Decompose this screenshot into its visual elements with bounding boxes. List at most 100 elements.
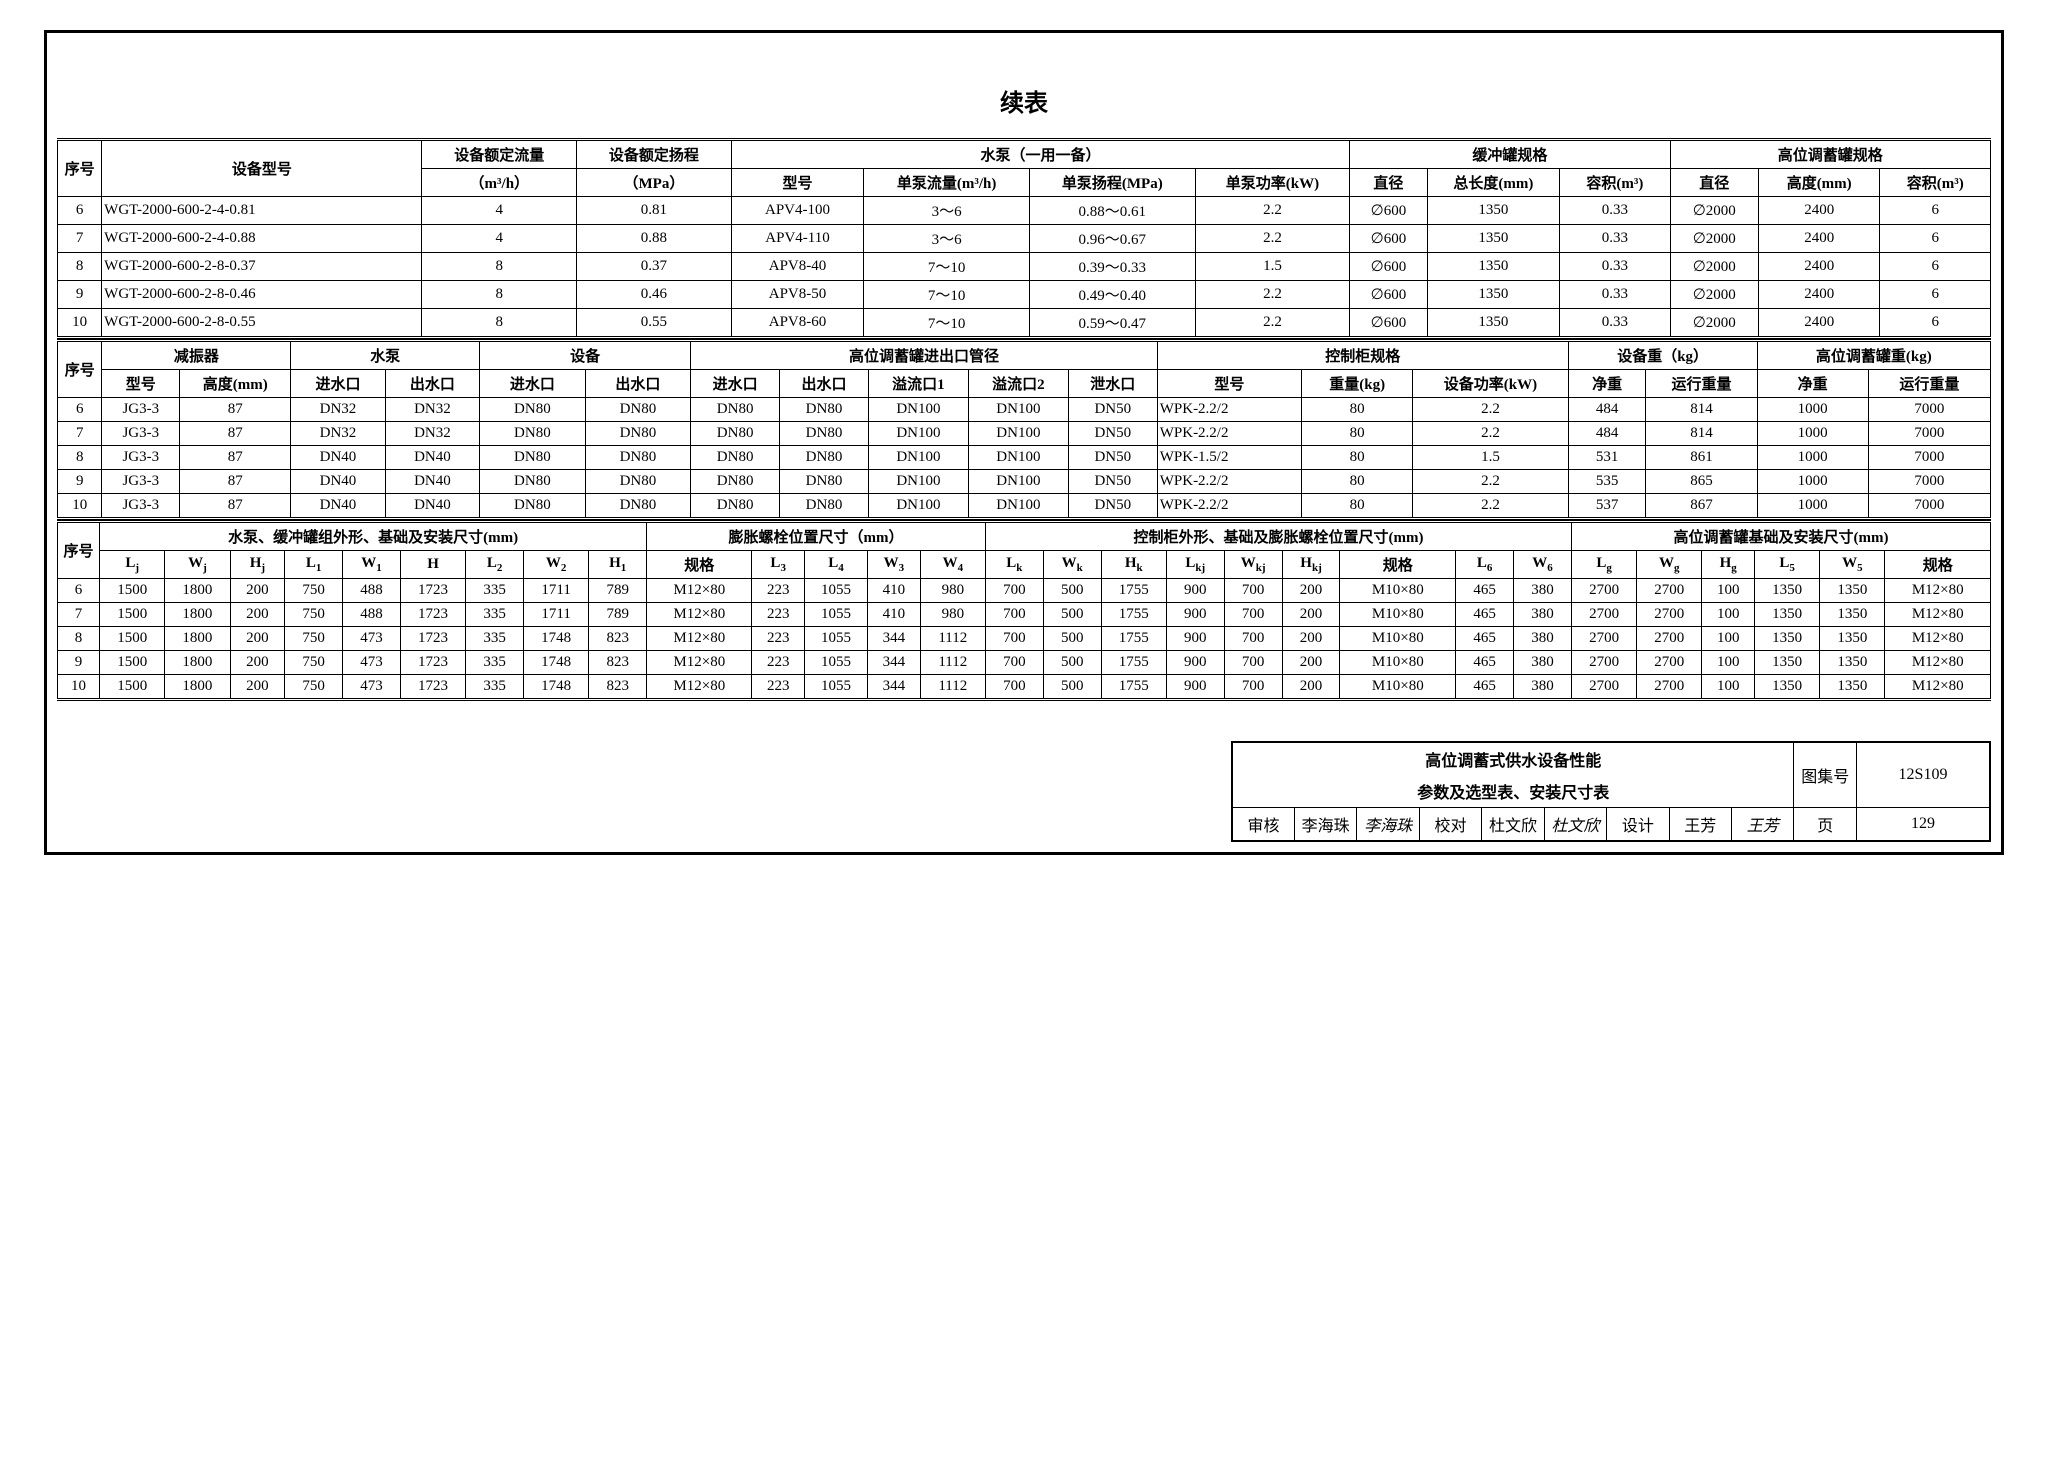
chk-name: 杜文欣 <box>1482 808 1544 842</box>
cell: 87 <box>180 446 291 470</box>
cell: 6 <box>58 197 102 225</box>
th-ei: 进水口 <box>480 370 586 398</box>
cell: 4 <box>422 197 577 225</box>
cell: DN50 <box>1068 470 1157 494</box>
cell: 1112 <box>920 675 985 700</box>
cell: 1350 <box>1755 627 1820 651</box>
cell: 2400 <box>1758 197 1880 225</box>
cell: 465 <box>1456 651 1514 675</box>
cell: WGT-2000-600-2-4-0.88 <box>102 225 422 253</box>
cell: 814 <box>1646 422 1757 446</box>
th-run: 运行重量 <box>1646 370 1757 398</box>
dim-col: 规格 <box>647 551 752 579</box>
dim-col: Hj <box>230 551 285 579</box>
cell: 473 <box>343 627 401 651</box>
cell: 7000 <box>1868 422 1990 446</box>
th-eo: 出水口 <box>585 370 691 398</box>
cell: 1748 <box>524 627 589 651</box>
dim-col: W6 <box>1514 551 1572 579</box>
cell: 410 <box>868 579 921 603</box>
cell: 700 <box>1224 627 1282 651</box>
cell: 1350 <box>1755 651 1820 675</box>
dim-col: 规格 <box>1885 551 1991 579</box>
th-seq3: 序号 <box>58 522 100 579</box>
th-g4: 高位调蓄罐基础及安装尺寸(mm) <box>1571 522 1990 551</box>
cell: DN40 <box>291 494 385 519</box>
cell: ∅600 <box>1350 281 1427 309</box>
cell: 1350 <box>1820 651 1885 675</box>
cell: 465 <box>1456 579 1514 603</box>
cell: DN100 <box>968 494 1068 519</box>
th-tkwt-g: 高位调蓄罐重(kg) <box>1757 341 1990 370</box>
cell: WPK-2.2/2 <box>1157 422 1301 446</box>
cell: 6 <box>1880 197 1991 225</box>
chk-sig: 杜文欣 <box>1544 808 1606 842</box>
rev-sig: 李海珠 <box>1357 808 1419 842</box>
cell: 2.2 <box>1413 494 1569 519</box>
cell: DN40 <box>291 470 385 494</box>
cell: 750 <box>285 579 343 603</box>
cell: 1755 <box>1101 579 1166 603</box>
th-buf-g: 缓冲罐规格 <box>1350 140 1670 169</box>
cell: DN100 <box>868 470 968 494</box>
cell: 9 <box>58 281 102 309</box>
dim-col: Lg <box>1571 551 1636 579</box>
cell: 2.2 <box>1195 309 1350 338</box>
cell: 1500 <box>100 651 165 675</box>
cell: 500 <box>1043 675 1101 700</box>
cell: 0.33 <box>1560 197 1670 225</box>
cell: 2700 <box>1637 651 1702 675</box>
cell: 344 <box>868 651 921 675</box>
cell: JG3-3 <box>102 446 180 470</box>
cell: 0.88 <box>577 225 732 253</box>
cell: DN80 <box>780 494 869 519</box>
cell: WPK-1.5/2 <box>1157 446 1301 470</box>
cell: 1723 <box>400 675 465 700</box>
dim-col: W4 <box>920 551 985 579</box>
atlas-label: 图集号 <box>1794 742 1857 808</box>
cell: M12×80 <box>1885 651 1991 675</box>
th-ti: 进水口 <box>691 370 780 398</box>
cell: 9 <box>58 470 102 494</box>
cell: 1000 <box>1757 470 1868 494</box>
cell: 484 <box>1568 422 1646 446</box>
cell: 1.5 <box>1413 446 1569 470</box>
th-pump-g: 水泵（一用一备） <box>731 140 1350 169</box>
cell: 2700 <box>1637 579 1702 603</box>
dim-col: Lkj <box>1166 551 1224 579</box>
cell: 2.2 <box>1195 197 1350 225</box>
cell: DN80 <box>780 446 869 470</box>
cell: 1723 <box>400 651 465 675</box>
cell: 2400 <box>1758 281 1880 309</box>
dim-col: L3 <box>752 551 805 579</box>
cell: 200 <box>1282 651 1340 675</box>
cell: 0.33 <box>1560 281 1670 309</box>
th-tankport-g: 高位调蓄罐进出口管径 <box>691 341 1158 370</box>
cell: 1800 <box>165 675 230 700</box>
cell: DN100 <box>868 422 968 446</box>
cell: APV8-40 <box>731 253 864 281</box>
page-label: 页 <box>1794 808 1857 842</box>
dim-col: Hk <box>1101 551 1166 579</box>
cell: DN100 <box>968 470 1068 494</box>
th-dh: 高度(mm) <box>180 370 291 398</box>
cell: 900 <box>1166 651 1224 675</box>
cell: DN80 <box>585 422 691 446</box>
th-net: 净重 <box>1568 370 1646 398</box>
cell: 1350 <box>1820 675 1885 700</box>
cell: 823 <box>589 651 647 675</box>
cell: 335 <box>466 579 524 603</box>
cell: DN80 <box>585 494 691 519</box>
th-cw: 重量(kg) <box>1302 370 1413 398</box>
cell: 750 <box>285 627 343 651</box>
cell: ∅2000 <box>1670 281 1758 309</box>
cell: 465 <box>1456 627 1514 651</box>
th-bl: 总长度(mm) <box>1427 169 1560 197</box>
th-g3: 控制柜外形、基础及膨胀螺栓位置尺寸(mm) <box>985 522 1571 551</box>
cell: 1711 <box>524 579 589 603</box>
cell: DN80 <box>780 398 869 422</box>
cell: 473 <box>343 675 401 700</box>
th-cp: 设备功率(kW) <box>1413 370 1569 398</box>
cell: 335 <box>466 603 524 627</box>
cell: 8 <box>422 309 577 338</box>
